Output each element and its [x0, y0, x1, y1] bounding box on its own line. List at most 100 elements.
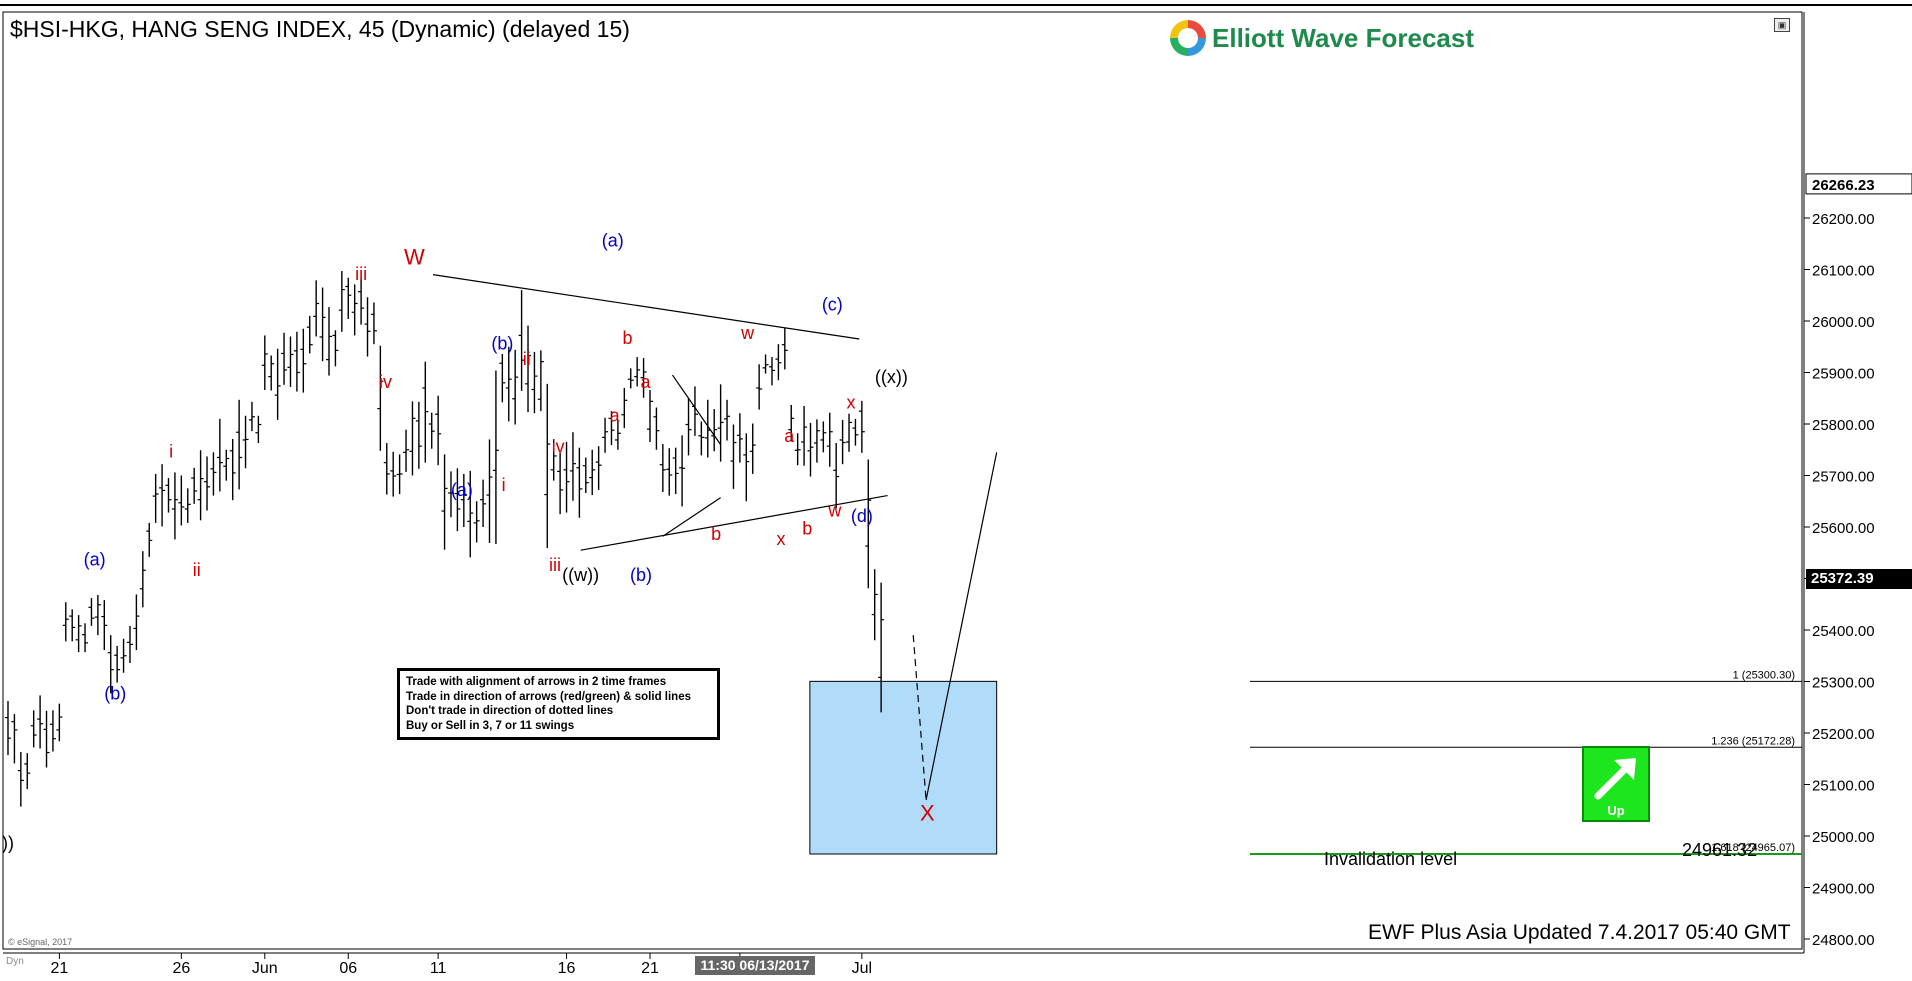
wave-label: ((x)): [875, 367, 908, 387]
wave-label: (b): [630, 565, 652, 585]
ohlc-bar: [345, 277, 352, 319]
ohlc-bar: [338, 271, 345, 332]
ohlc-bar: [756, 364, 763, 410]
fib-level-label: 1.236 (25172.28): [1711, 735, 1795, 747]
ohlc-bar: [826, 412, 833, 467]
wave-label: (a): [84, 550, 106, 570]
ohlc-bar: [415, 401, 422, 469]
ohlc-bar: [833, 443, 840, 509]
ohlc-bar: [672, 447, 679, 495]
ohlc-bar: [248, 401, 255, 432]
ohlc-bar: [274, 348, 281, 420]
ohlc-bar: [749, 423, 756, 474]
ohlc-bar: [306, 315, 313, 354]
ohlc-bar: [499, 353, 506, 403]
ohlc-bar: [107, 635, 114, 694]
y-tick-label: 25900.00: [1812, 366, 1875, 383]
ohlc-bar: [293, 331, 300, 392]
ohlc-bar: [794, 433, 801, 466]
wave-label: ii: [193, 560, 201, 580]
wave-label: b: [711, 524, 721, 544]
window-restore-icon[interactable]: ▣: [1774, 18, 1790, 32]
fib-level-label: 1 (25300.30): [1733, 669, 1795, 681]
wave-label: b: [802, 519, 812, 539]
rule-line: Trade with alignment of arrows in 2 time…: [406, 676, 667, 688]
ohlc-bar: [698, 421, 705, 456]
ohlc-bar: [441, 454, 448, 550]
top-price-box: [1805, 173, 1912, 195]
ohlc-bar: [518, 290, 525, 392]
ohlc-bar: [807, 422, 814, 477]
ohlc-bar: [813, 419, 820, 463]
ohlc-bar: [159, 464, 166, 527]
ohlc-bar: [75, 615, 82, 653]
ohlc-bar: [595, 446, 602, 490]
ohlc-bar: [197, 450, 204, 521]
invalidation-value: 24961.32: [1682, 840, 1758, 860]
rule-line: Don't trade in direction of dotted lines: [406, 705, 614, 717]
ohlc-bar: [94, 594, 101, 636]
ohlc-bar: [5, 701, 11, 756]
ohlc-bar: [428, 412, 435, 449]
y-tick-label: 24800.00: [1812, 932, 1875, 949]
ohlc-bar: [685, 397, 692, 456]
ohlc-bar: [691, 386, 698, 436]
ohlc-bar: [724, 399, 731, 441]
ohlc-bar: [396, 454, 403, 495]
ohlc-bar: [435, 395, 442, 466]
ohlc-bar: [781, 327, 788, 370]
ohlc-bar: [447, 471, 454, 518]
ohlc-bar: [878, 582, 885, 713]
ohlc-bar: [210, 452, 217, 496]
ohlc-bar: [255, 415, 262, 444]
wave-label: ii: [523, 349, 531, 369]
ohlc-bar: [775, 344, 782, 381]
ohlc-bar: [56, 703, 63, 742]
wave-label: b: [623, 328, 633, 348]
ohlc-bar: [858, 400, 865, 453]
ohlc-bar: [569, 432, 576, 501]
ohlc-bar: [736, 413, 743, 463]
ohlc-bar: [30, 710, 37, 748]
y-tick-label: 25700.00: [1812, 469, 1875, 486]
wave-label: iv: [379, 372, 392, 392]
x-tick-label: Jul: [852, 960, 872, 977]
wave-label: x: [846, 393, 855, 413]
top-price-label: 26266.23: [1812, 177, 1875, 194]
ohlc-bar: [152, 473, 159, 523]
wave-label: iii: [549, 555, 561, 575]
ohlc-bar: [865, 459, 872, 589]
wave-label: a: [784, 426, 795, 446]
wave-label: (a): [602, 230, 624, 250]
target-box: [809, 680, 998, 855]
ohlc-bar: [525, 325, 532, 413]
x-tick-label: Jun: [252, 960, 278, 977]
ohlc-bar: [204, 456, 211, 511]
chart-title: $HSI-HKG, HANG SENG INDEX, 45 (Dynamic) …: [10, 16, 630, 42]
ohlc-bar: [62, 602, 69, 642]
ohlc-bar: [351, 284, 358, 336]
up-signal-badge: Up: [1582, 746, 1650, 822]
wave-label: (a): [451, 480, 473, 500]
ohlc-bar: [557, 452, 564, 515]
ohlc-bar: [531, 351, 538, 414]
ohlc-bar: [550, 440, 557, 481]
ohlc-bar: [11, 713, 18, 764]
ohlc-bar: [743, 433, 750, 502]
ohlc-bar: [608, 411, 615, 446]
ohlc-bar: [852, 418, 859, 446]
x-tick-label: 06: [339, 960, 357, 977]
up-label: Up: [1607, 803, 1625, 818]
x-tick-label: 26: [172, 960, 190, 977]
ohlc-bar: [101, 600, 108, 651]
ohlc-bar: [216, 418, 223, 492]
ohlc-bar: [229, 438, 236, 501]
current-price-tag: 25372.39: [1806, 569, 1912, 589]
ohlc-bar: [473, 501, 480, 543]
wave-label: a: [640, 372, 651, 392]
ohlc-bar: [69, 609, 76, 642]
wave-label: (d): [851, 506, 873, 526]
plot-frame: [2, 11, 1803, 950]
